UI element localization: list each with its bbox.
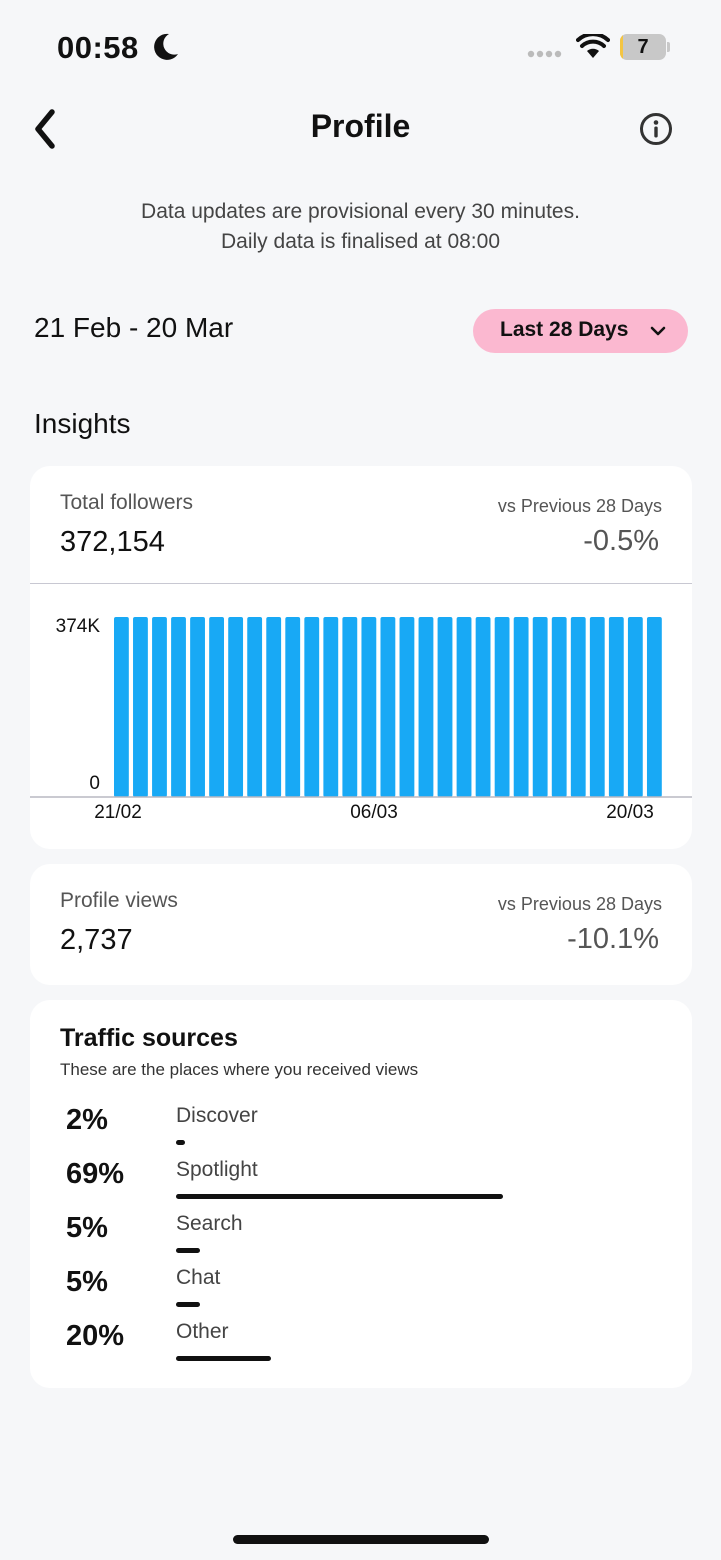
profile-views-card[interactable]: Profile views 2,737 vs Previous 28 Days …	[30, 864, 692, 985]
source-percent: 2%	[66, 1104, 108, 1136]
source-percent: 20%	[66, 1320, 125, 1352]
chart-bar	[304, 617, 320, 797]
back-button[interactable]	[28, 106, 68, 152]
source-percent: 5%	[66, 1212, 108, 1244]
views-compare-label: vs Previous 28 Days	[497, 894, 662, 914]
traffic-sources-card: Traffic sources These are the places whe…	[30, 1000, 692, 1388]
battery-indicator: 7	[620, 34, 670, 60]
info-icon[interactable]	[637, 110, 675, 148]
chart-bar	[494, 617, 510, 797]
views-label: Profile views	[60, 889, 178, 912]
chart-bar	[342, 617, 358, 797]
page-title: Profile	[310, 108, 411, 144]
chart-bar	[190, 617, 205, 797]
source-name: Search	[176, 1212, 243, 1235]
chart-bar	[646, 617, 662, 797]
chart-bar	[152, 617, 167, 797]
chart-bar	[608, 617, 624, 797]
status-bar: 00:58 7	[0, 0, 721, 96]
chart-bar	[589, 617, 605, 797]
date-range-dropdown-label: Last 28 Days	[500, 318, 629, 341]
insights-heading: Insights	[34, 408, 131, 439]
chart-bar	[399, 617, 415, 797]
y-tick-label: 0	[89, 773, 100, 794]
notice-line: Data updates are provisional every 30 mi…	[141, 200, 580, 223]
chart-bar	[247, 617, 263, 797]
followers-compare-value: -0.5%	[583, 525, 659, 557]
chart-bar	[418, 617, 434, 797]
chart-bar	[570, 617, 586, 797]
chart-bar	[456, 617, 472, 797]
chart-bar	[551, 617, 567, 797]
chart-bar	[475, 617, 491, 797]
wifi-icon	[576, 34, 610, 58]
views-value: 2,737	[60, 924, 133, 956]
chart-bar	[627, 617, 643, 797]
chart-bar	[133, 617, 148, 797]
moon-icon	[154, 33, 178, 60]
chart-bar	[285, 617, 301, 797]
home-indicator	[233, 1535, 489, 1544]
chart-bar	[380, 617, 396, 797]
y-tick-label: 374K	[56, 616, 101, 637]
source-bar	[176, 1140, 186, 1145]
chevron-down-icon	[650, 326, 666, 336]
traffic-source-row: 5% Search	[30, 1212, 692, 1266]
notice-line: Daily data is finalised at 08:00	[221, 230, 500, 253]
date-range: 21 Feb - 20 Mar	[34, 312, 234, 343]
source-name: Discover	[176, 1104, 258, 1127]
chart-bar	[266, 617, 282, 797]
traffic-source-row: 5% Chat	[30, 1266, 692, 1320]
followers-compare-label: vs Previous 28 Days	[497, 496, 662, 516]
traffic-sources-title: Traffic sources	[60, 1024, 238, 1052]
x-tick-label: 20/03	[606, 802, 654, 823]
traffic-source-row: 2% Discover	[30, 1104, 692, 1158]
cellular-signal-icon	[527, 50, 562, 58]
battery-level: 7	[637, 36, 649, 58]
source-bar	[176, 1248, 200, 1253]
chart-bar	[323, 617, 339, 797]
views-compare-value: -10.1%	[567, 923, 659, 955]
date-range-dropdown[interactable]: Last 28 Days	[473, 309, 688, 353]
source-percent: 5%	[66, 1266, 108, 1298]
followers-card[interactable]: Total followers 372,154 vs Previous 28 D…	[30, 466, 692, 849]
source-bar	[176, 1194, 504, 1199]
chart-bar	[437, 617, 453, 797]
traffic-source-row: 69% Spotlight	[30, 1158, 692, 1212]
source-name: Spotlight	[176, 1158, 258, 1181]
source-name: Chat	[176, 1266, 221, 1289]
source-name: Other	[176, 1320, 229, 1343]
followers-bar-chart: 374K 0 21/02 06/03 20/03	[30, 616, 692, 823]
data-notice: Data updates are provisional every 30 mi…	[0, 197, 721, 257]
x-tick-label: 21/02	[94, 802, 142, 823]
chart-bar	[209, 617, 224, 797]
followers-value: 372,154	[60, 526, 165, 558]
source-bar	[176, 1302, 200, 1307]
x-tick-label: 06/03	[350, 802, 398, 823]
chart-bar	[228, 617, 244, 797]
chart-bar	[532, 617, 548, 797]
chart-bar	[114, 617, 129, 797]
chart-bar	[513, 617, 529, 797]
battery-fill	[620, 34, 624, 60]
chart-bar	[171, 617, 186, 797]
chart-bar	[361, 617, 377, 797]
traffic-sources-subtitle: These are the places where you received …	[60, 1060, 419, 1079]
source-bar	[176, 1356, 271, 1361]
divider	[30, 583, 692, 584]
followers-label: Total followers	[60, 491, 194, 514]
source-percent: 69%	[66, 1158, 125, 1190]
status-time: 00:58	[57, 30, 139, 65]
traffic-source-row: 20% Other	[30, 1320, 692, 1374]
